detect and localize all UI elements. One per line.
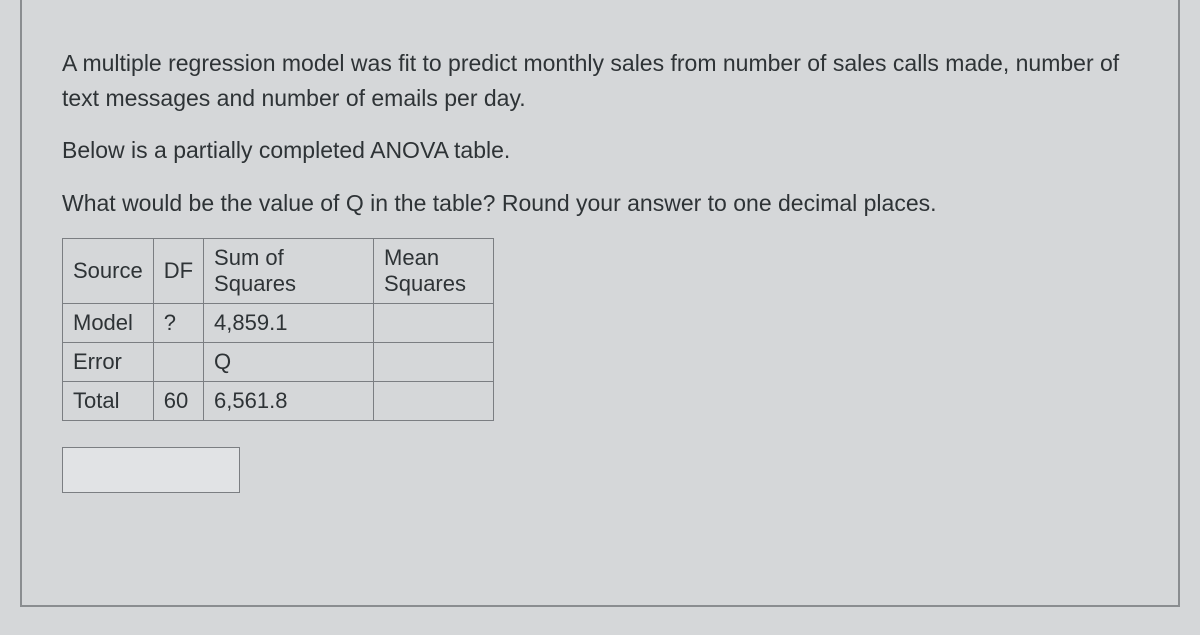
cell-error-ms	[374, 343, 494, 382]
cell-model-df: ?	[153, 304, 203, 343]
problem-statement-1: A multiple regression model was fit to p…	[62, 46, 1138, 115]
cell-error-ss: Q	[204, 343, 374, 382]
header-ss: Sum of Squares	[204, 239, 374, 304]
cell-model-ss: 4,859.1	[204, 304, 374, 343]
header-ms: Mean Squares	[374, 239, 494, 304]
table-row-model: Model ? 4,859.1	[63, 304, 494, 343]
header-source: Source	[63, 239, 154, 304]
table-row-error: Error Q	[63, 343, 494, 382]
cell-total-source: Total	[63, 382, 154, 421]
answer-input[interactable]	[62, 447, 240, 493]
cell-model-ms	[374, 304, 494, 343]
header-df: DF	[153, 239, 203, 304]
cell-total-df: 60	[153, 382, 203, 421]
table-row-total: Total 60 6,561.8	[63, 382, 494, 421]
anova-table: Source DF Sum of Squares Mean Squares Mo…	[62, 238, 494, 421]
problem-statement-3: What would be the value of Q in the tabl…	[62, 186, 1138, 221]
question-frame: A multiple regression model was fit to p…	[20, 0, 1180, 607]
table-header-row: Source DF Sum of Squares Mean Squares	[63, 239, 494, 304]
problem-statement-2: Below is a partially completed ANOVA tab…	[62, 133, 1138, 168]
cell-model-source: Model	[63, 304, 154, 343]
cell-total-ss: 6,561.8	[204, 382, 374, 421]
cell-error-source: Error	[63, 343, 154, 382]
cell-total-ms	[374, 382, 494, 421]
cell-error-df	[153, 343, 203, 382]
